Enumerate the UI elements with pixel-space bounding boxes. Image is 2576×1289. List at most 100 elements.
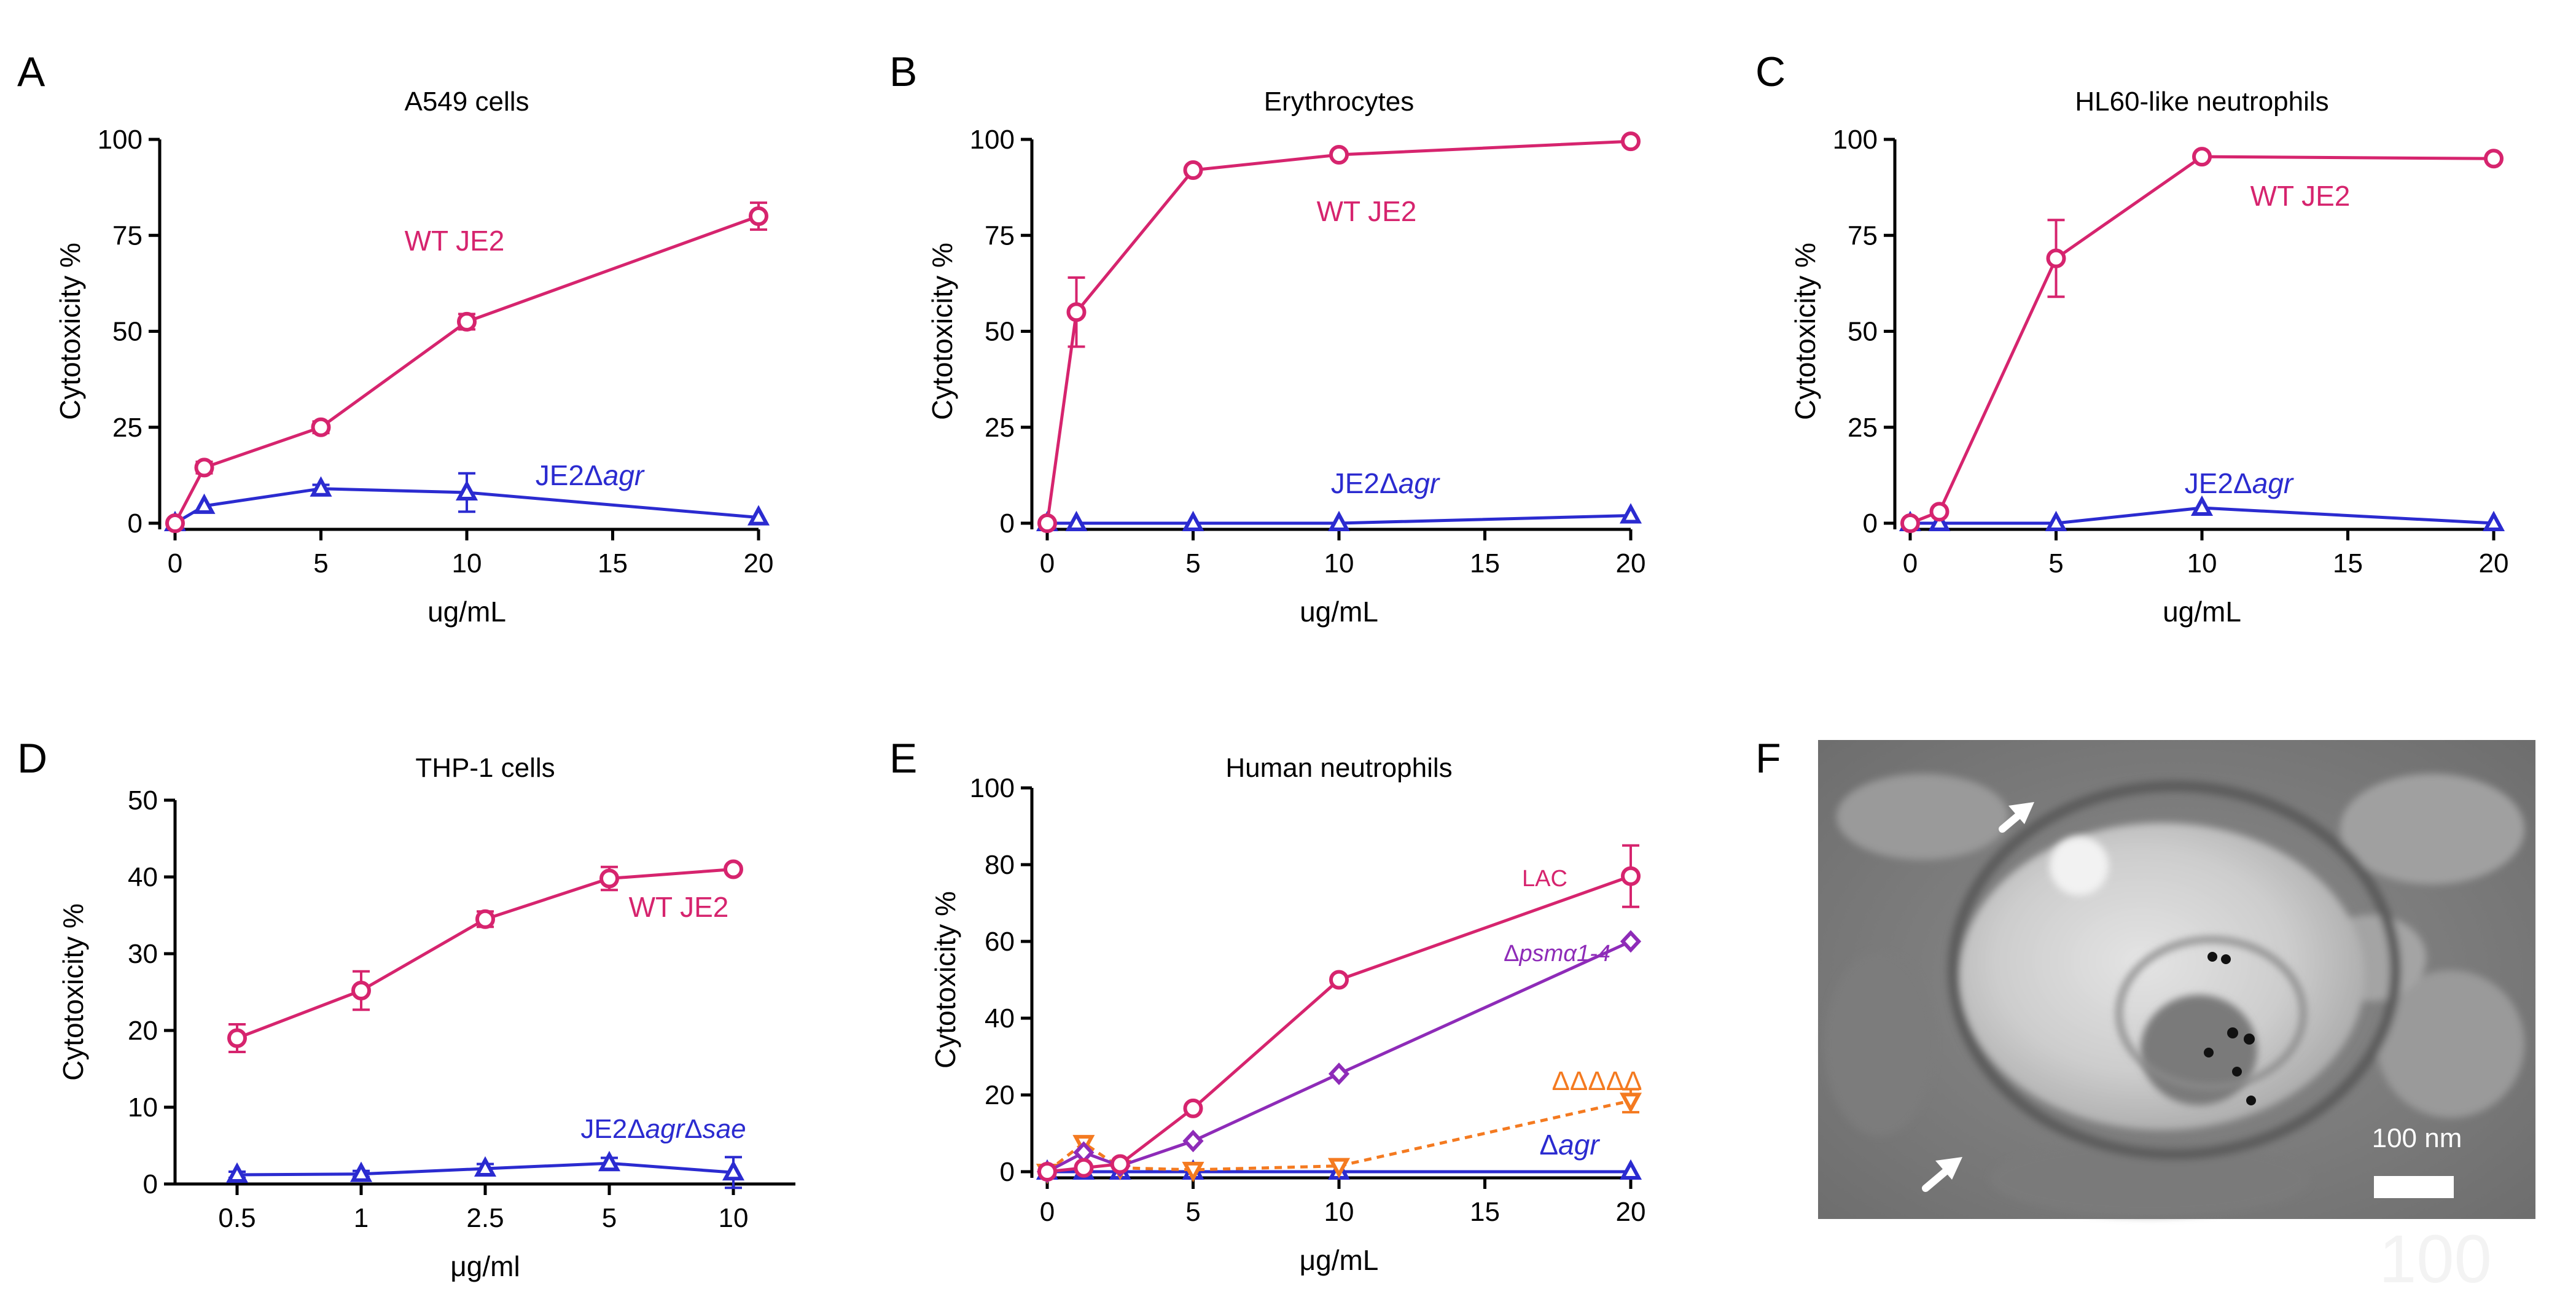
- series-2: [225, 1150, 745, 1190]
- scale-bar: [2374, 1176, 2454, 1198]
- series-label: Δagr: [1539, 1129, 1600, 1161]
- series-label-part: sae: [703, 1114, 746, 1144]
- panel-letter-d: D: [17, 735, 47, 782]
- series-2: [163, 472, 770, 531]
- series-1: [1037, 131, 1641, 533]
- series-label-part: WT JE2: [405, 225, 505, 257]
- chart-d: THP-1 cells 0 10 20 30 40 50 0.5 1 2.5 5 10 μg/ml Cyt…: [57, 753, 795, 1282]
- x-tick-label: 20: [2479, 548, 2509, 578]
- series-1: [165, 201, 768, 533]
- series-label-part: JE2Δ: [580, 1114, 645, 1144]
- micrograph-texture: [1824, 774, 2524, 1216]
- y-tick-label: 100: [1833, 125, 1878, 155]
- data-point: [227, 1028, 247, 1048]
- y-tick-label: 20: [128, 1016, 158, 1046]
- data-point: [1329, 145, 1349, 165]
- series-label-part: JE2Δ: [2185, 467, 2252, 499]
- data-point: [1328, 1062, 1350, 1086]
- x-tick-label: 0.5: [218, 1203, 256, 1233]
- data-point: [351, 981, 371, 1000]
- y-tick-label: 40: [128, 862, 158, 892]
- data-point: [193, 493, 216, 514]
- x-tick-label: 5: [1185, 548, 1200, 578]
- y-tick-label: 100: [98, 125, 142, 155]
- series-label-part: agr: [1399, 467, 1440, 499]
- x-tick-label: 15: [1470, 1197, 1500, 1227]
- x-tick-label: 10: [1324, 1197, 1354, 1227]
- x-tick-label: 1: [354, 1203, 369, 1233]
- y-axis-title: Cytotoxicity %: [54, 243, 86, 420]
- data-point: [1182, 510, 1204, 531]
- y-tick-label: 75: [1848, 220, 1878, 251]
- series-label-part: WT JE2: [629, 891, 729, 923]
- series-1: [1900, 147, 2504, 533]
- chart-e: Human neutrophils 0 20 40 60 80 100 0 5 10 15 20 μg/…: [929, 753, 1645, 1276]
- watermark: 100: [2379, 1221, 2492, 1289]
- data-point: [349, 1161, 373, 1182]
- series-label: ΔΔΔΔΔ: [1552, 1066, 1642, 1096]
- y-tick-label: 60: [985, 927, 1015, 957]
- data-point: [1110, 1154, 1130, 1174]
- data-point: [1619, 1159, 1642, 1180]
- data-point: [1621, 131, 1641, 152]
- y-tick-label: 20: [985, 1080, 1015, 1110]
- x-axis-title: μg/mL: [1300, 1244, 1379, 1276]
- data-point: [2484, 149, 2504, 169]
- series-label-part: Δ: [1504, 941, 1519, 967]
- series-label-part: WT JE2: [1317, 195, 1417, 227]
- y-tick-label: 75: [112, 220, 142, 251]
- data-point: [1620, 930, 1642, 953]
- x-tick-label: 20: [1616, 1197, 1646, 1227]
- x-tick-label: 5: [1185, 1197, 1200, 1227]
- x-tick-label: 2.5: [466, 1203, 504, 1233]
- data-point: [310, 476, 332, 497]
- panel-letter-f: F: [1755, 735, 1781, 782]
- data-point: [1183, 160, 1203, 180]
- micrograph-vesicle: [2050, 836, 2109, 895]
- y-axis-title: Cytotoxicity %: [926, 243, 958, 420]
- series-2: [1036, 503, 1642, 531]
- panel-letter-a: A: [17, 49, 45, 95]
- x-tick-label: 5: [602, 1203, 617, 1233]
- data-point: [1037, 513, 1057, 533]
- micrograph-panel: 100 nm 100: [1818, 740, 2535, 1289]
- series-label: JE2Δagr: [2185, 467, 2294, 499]
- series-label: JE2ΔagrΔsae: [580, 1114, 746, 1144]
- data-point: [722, 1159, 745, 1181]
- y-tick-label: 0: [128, 508, 142, 539]
- x-tick-label: 10: [2187, 548, 2217, 578]
- series-label-part: agr: [646, 1114, 686, 1144]
- y-tick-label: 30: [128, 939, 158, 969]
- micrograph-membrane-fold: [2116, 937, 2306, 1090]
- arrow-icon: [1922, 1157, 1962, 1192]
- series-label-part: agr: [603, 459, 645, 491]
- chart-title: A549 cells: [404, 87, 529, 117]
- y-tick-label: 50: [128, 785, 158, 816]
- series-label-part: psmα1-4: [1519, 941, 1610, 967]
- x-axis-title: ug/mL: [2163, 596, 2241, 628]
- chart-title: HL60-like neutrophils: [2075, 87, 2328, 117]
- chart-title: THP-1 cells: [415, 753, 555, 783]
- x-tick-label: 5: [313, 548, 328, 578]
- y-tick-label: 75: [985, 220, 1015, 251]
- series-1: [1037, 844, 1641, 1182]
- x-tick-label: 0: [1040, 1197, 1055, 1227]
- data-point: [747, 505, 770, 526]
- data-point: [2192, 147, 2212, 167]
- data-point: [1900, 513, 1920, 533]
- data-point: [1619, 1092, 1642, 1113]
- series-1: [227, 859, 743, 1053]
- data-point: [1619, 503, 1642, 524]
- x-tick-label: 15: [598, 548, 628, 578]
- data-point: [2045, 510, 2067, 531]
- y-axis-title: Cytotoxicity %: [929, 891, 961, 1069]
- y-tick-label: 0: [1863, 508, 1878, 539]
- series-line: [1046, 1099, 1631, 1173]
- data-point: [1327, 1158, 1351, 1178]
- chart-title: Erythrocytes: [1264, 87, 1415, 117]
- data-point: [165, 513, 185, 533]
- series-label-part: WT JE2: [2250, 180, 2351, 212]
- x-tick-label: 10: [1324, 548, 1354, 578]
